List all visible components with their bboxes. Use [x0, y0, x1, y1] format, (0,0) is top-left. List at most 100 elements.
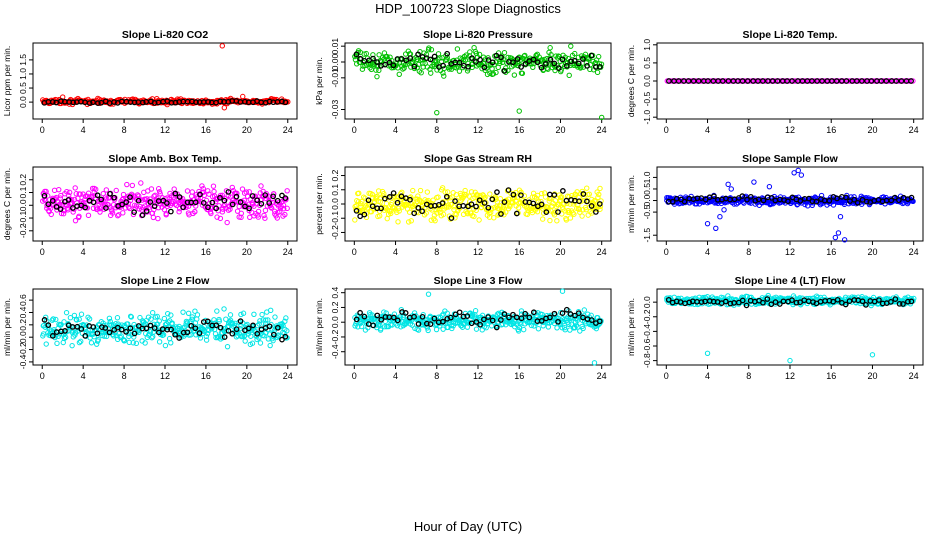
- data-point-primary: [156, 339, 163, 345]
- data-point-primary: [156, 188, 163, 195]
- data-point-reference: [473, 319, 480, 325]
- data-point-primary: [534, 209, 541, 215]
- data-point-reference: [386, 59, 393, 66]
- data-point-primary: [162, 342, 169, 349]
- data-point-reference: [62, 328, 68, 334]
- data-point-primary: [485, 55, 491, 61]
- x-tick-label: 20: [867, 247, 877, 257]
- data-point-primary: [595, 53, 602, 60]
- data-point-reference: [357, 309, 363, 316]
- data-point-reference: [45, 322, 52, 328]
- x-tick-label: 4: [393, 371, 398, 381]
- data-point-primary: [60, 211, 67, 217]
- data-point-primary: [94, 206, 100, 212]
- data-point-primary: [595, 194, 601, 201]
- data-point-reference: [168, 208, 174, 215]
- data-point-primary: [109, 210, 116, 216]
- data-point-reference: [747, 193, 754, 200]
- data-point-primary: [482, 194, 488, 201]
- y-tick-label: 0.0: [642, 75, 652, 87]
- data-point-primary: [395, 194, 401, 200]
- x-tick-label: 12: [473, 125, 483, 135]
- data-point-primary: [193, 203, 199, 209]
- data-point-primary: [674, 78, 680, 84]
- data-point-reference: [245, 325, 252, 332]
- data-point-reference: [522, 61, 529, 67]
- x-tick-label: 12: [160, 371, 170, 381]
- data-point-reference: [489, 317, 496, 324]
- panel-title: Slope Li-820 Pressure: [423, 29, 533, 41]
- data-point-reference: [378, 205, 384, 212]
- data-point-primary: [442, 189, 448, 195]
- data-point-reference: [213, 205, 220, 212]
- panel-ylabel: kPa per min.: [314, 57, 324, 105]
- data-point-reference: [892, 296, 899, 302]
- data-point-reference: [139, 212, 146, 218]
- data-point-primary: [93, 186, 99, 192]
- data-point-primary: [428, 47, 435, 53]
- data-point-primary: [383, 200, 390, 207]
- data-point-primary: [76, 213, 82, 220]
- data-point-reference: [74, 323, 81, 330]
- x-tick-label: 4: [81, 125, 86, 135]
- data-point-primary: [65, 207, 71, 213]
- data-point-reference: [476, 197, 483, 204]
- data-point-reference: [547, 56, 554, 63]
- data-point-primary: [127, 313, 134, 319]
- data-point-primary: [586, 191, 592, 197]
- x-tick-label: 20: [242, 125, 252, 135]
- panel-4: Slope Amb. Box Temp. degrees C per min. 0 4…: [2, 153, 298, 257]
- data-point-reference: [370, 55, 376, 62]
- data-point-primary: [194, 312, 201, 318]
- x-tick-label: 0: [40, 371, 45, 381]
- data-point-primary: [63, 309, 70, 316]
- data-point-reference: [493, 324, 500, 331]
- data-point-reference: [151, 203, 158, 210]
- x-tick-label: 0: [40, 125, 45, 135]
- data-point-primary: [433, 326, 440, 333]
- data-point-reference: [530, 56, 537, 63]
- panel-title: Slope Amb. Box Temp.: [108, 153, 221, 165]
- data-point-reference: [843, 78, 850, 84]
- data-point-primary: [147, 196, 153, 202]
- data-point-primary: [704, 350, 711, 357]
- x-tick-label: 24: [909, 247, 919, 257]
- data-point-reference: [402, 310, 409, 316]
- x-tick-label: 0: [352, 371, 357, 381]
- data-point-reference: [439, 200, 446, 207]
- data-point-primary: [114, 315, 121, 321]
- data-point-reference: [542, 61, 549, 67]
- data-point-reference: [440, 318, 446, 325]
- data-point-reference: [859, 78, 865, 84]
- data-point-primary: [598, 114, 605, 121]
- data-point-primary: [61, 319, 67, 325]
- data-point-primary: [382, 324, 388, 330]
- data-point-primary: [795, 167, 801, 174]
- data-point-primary: [376, 52, 382, 58]
- data-point-reference: [382, 61, 388, 68]
- data-point-primary: [72, 185, 78, 191]
- data-point-primary: [505, 67, 511, 74]
- data-point-reference: [266, 323, 273, 330]
- data-point-primary: [483, 325, 489, 331]
- data-point-primary: [92, 192, 98, 198]
- data-point-primary: [396, 208, 402, 214]
- y-tick-label: 1.5: [18, 54, 28, 66]
- data-point-reference: [772, 299, 779, 305]
- data-point-primary: [284, 188, 290, 194]
- data-point-reference: [82, 332, 89, 339]
- data-point-primary: [251, 203, 257, 209]
- data-point-reference: [427, 56, 434, 63]
- data-point-primary: [76, 339, 83, 346]
- data-point-reference: [213, 322, 220, 329]
- data-point-primary: [274, 215, 280, 221]
- data-point-reference: [456, 59, 463, 66]
- data-point-primary: [131, 334, 137, 340]
- data-point-primary: [476, 217, 482, 223]
- data-point-primary: [51, 187, 58, 194]
- data-point-primary: [86, 316, 93, 322]
- data-point-primary: [418, 69, 424, 76]
- data-point-reference: [793, 299, 800, 306]
- data-point-primary: [244, 193, 251, 200]
- data-point-reference: [41, 317, 48, 323]
